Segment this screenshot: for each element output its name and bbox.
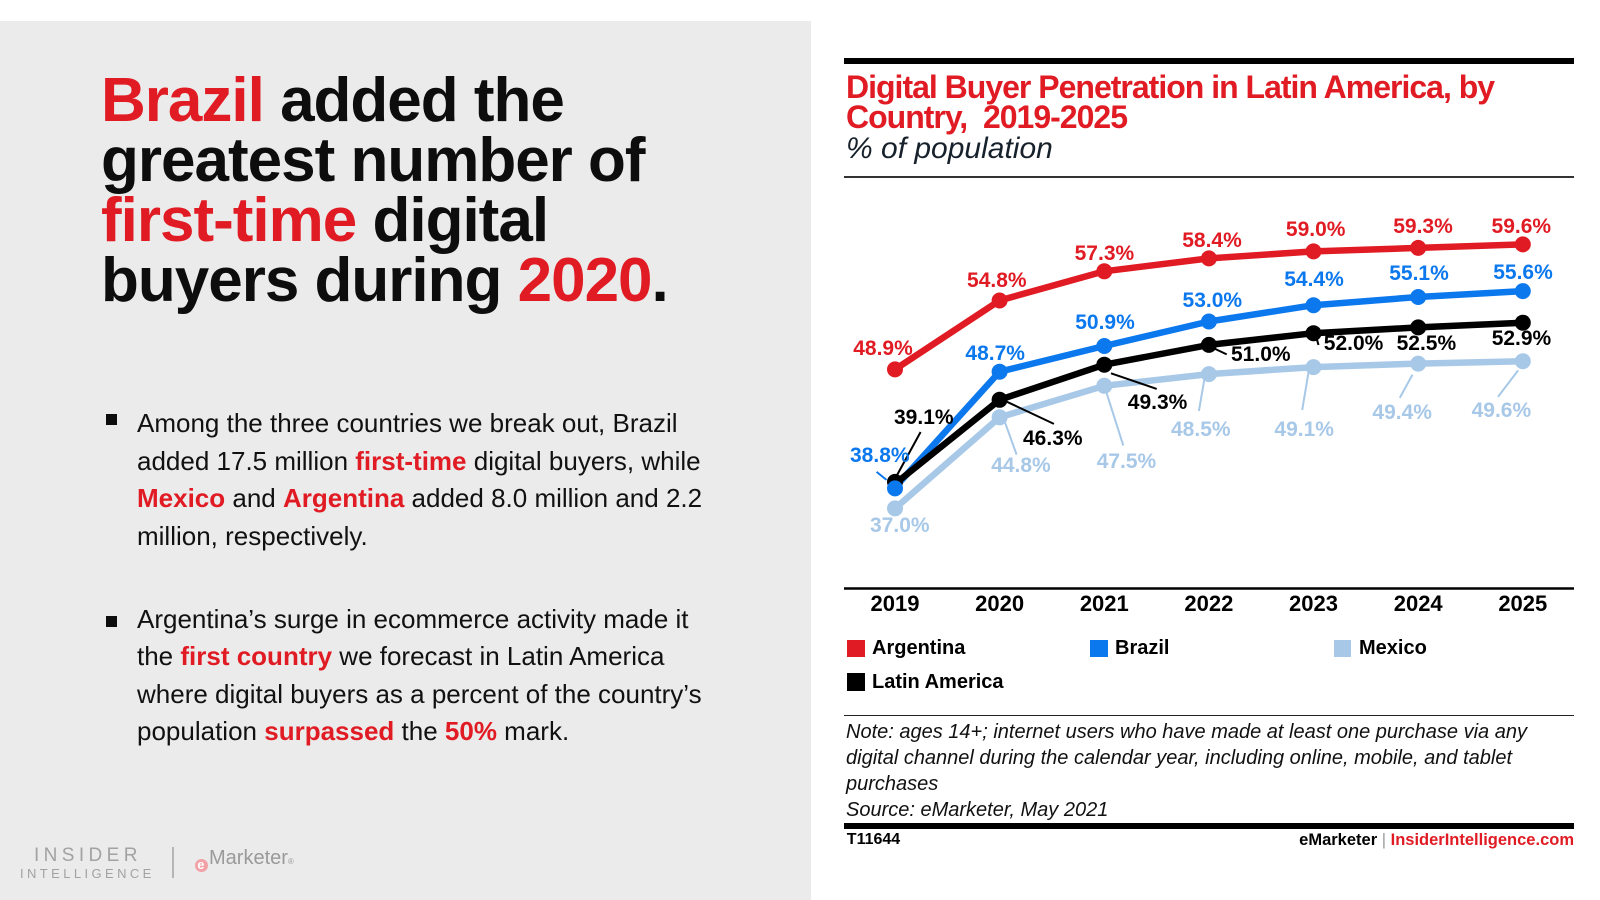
svg-text:58.4%: 58.4%: [1182, 229, 1242, 252]
svg-text:48.9%: 48.9%: [853, 337, 913, 360]
svg-text:59.6%: 59.6%: [1492, 215, 1552, 238]
svg-text:59.3%: 59.3%: [1393, 215, 1453, 238]
svg-text:2025: 2025: [1498, 591, 1547, 616]
svg-text:59.0%: 59.0%: [1286, 218, 1346, 241]
svg-text:50.9%: 50.9%: [1075, 311, 1135, 334]
svg-text:55.1%: 55.1%: [1389, 262, 1449, 285]
svg-text:51.0%: 51.0%: [1231, 343, 1291, 366]
svg-text:57.3%: 57.3%: [1075, 242, 1135, 265]
svg-text:37.0%: 37.0%: [870, 514, 930, 537]
svg-text:52.0%: 52.0%: [1324, 332, 1384, 355]
svg-text:49.1%: 49.1%: [1274, 418, 1334, 441]
svg-text:52.9%: 52.9%: [1492, 327, 1552, 350]
svg-text:2019: 2019: [871, 591, 920, 616]
svg-text:54.4%: 54.4%: [1284, 268, 1344, 291]
svg-text:55.6%: 55.6%: [1493, 261, 1553, 284]
svg-text:2022: 2022: [1184, 591, 1233, 616]
svg-text:49.3%: 49.3%: [1128, 391, 1188, 414]
svg-text:2023: 2023: [1289, 591, 1338, 616]
svg-text:49.6%: 49.6%: [1472, 399, 1532, 422]
svg-text:47.5%: 47.5%: [1097, 450, 1157, 473]
svg-text:46.3%: 46.3%: [1023, 427, 1083, 450]
svg-text:49.4%: 49.4%: [1372, 401, 1432, 424]
svg-text:2021: 2021: [1080, 591, 1129, 616]
svg-text:38.8%: 38.8%: [850, 444, 910, 467]
svg-text:44.8%: 44.8%: [991, 454, 1051, 477]
svg-text:2020: 2020: [975, 591, 1024, 616]
svg-text:2024: 2024: [1394, 591, 1444, 616]
svg-text:54.8%: 54.8%: [967, 269, 1027, 292]
svg-text:53.0%: 53.0%: [1183, 289, 1243, 312]
svg-text:39.1%: 39.1%: [894, 406, 954, 429]
svg-text:48.7%: 48.7%: [965, 342, 1025, 365]
svg-text:48.5%: 48.5%: [1171, 418, 1231, 441]
svg-text:52.5%: 52.5%: [1397, 332, 1457, 355]
